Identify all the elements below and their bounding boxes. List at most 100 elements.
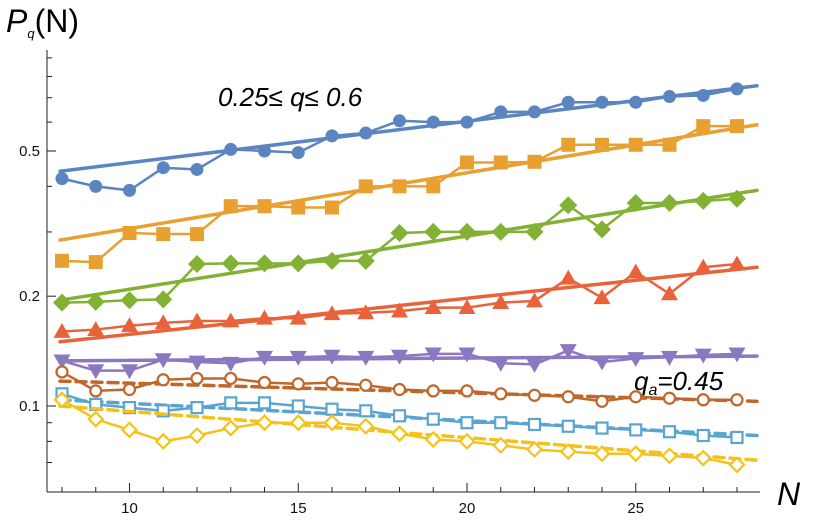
series-1 xyxy=(55,119,759,270)
series-7-point-25 xyxy=(627,445,645,463)
series-7-point-18 xyxy=(390,425,409,443)
series-1-point-25 xyxy=(628,137,643,152)
series-0-point-17 xyxy=(359,126,373,140)
series-4-point-22 xyxy=(526,358,543,373)
series-3-point-20 xyxy=(458,299,476,315)
series-2-point-9 xyxy=(86,292,105,311)
series-7-point-9 xyxy=(87,410,105,428)
series-6-point-22 xyxy=(527,417,542,432)
series-7-point-22 xyxy=(525,440,544,459)
series-3 xyxy=(53,255,759,344)
series-4-point-27 xyxy=(694,348,712,364)
series-7-point-15 xyxy=(289,414,307,432)
series-1-point-13 xyxy=(223,199,238,214)
series-1-point-17 xyxy=(358,179,373,194)
series-1-point-9 xyxy=(88,255,103,270)
series-4-point-9 xyxy=(87,364,105,380)
series-2-fit-line xyxy=(58,188,759,302)
annotation-qa-tail: =0.45 xyxy=(657,366,723,396)
series-2-point-17 xyxy=(356,251,375,270)
series-5-point-11 xyxy=(156,373,170,387)
x-axis-title: N xyxy=(777,476,801,512)
series-1-point-19 xyxy=(426,179,441,194)
series-1-point-8 xyxy=(55,253,69,268)
series-0-point-26 xyxy=(663,90,676,104)
series-4-point-8 xyxy=(53,354,71,370)
series-5-point-23 xyxy=(561,390,575,404)
series-4-point-19 xyxy=(424,347,442,363)
series-5-point-15 xyxy=(291,377,305,391)
series-2-point-22 xyxy=(525,222,544,241)
plot-area xyxy=(53,82,759,474)
series-0-point-22 xyxy=(528,105,541,119)
series-5-point-13 xyxy=(224,371,238,386)
series-6-point-16 xyxy=(325,402,339,416)
series-2-point-23 xyxy=(559,196,578,215)
series-3-point-26 xyxy=(661,285,678,301)
series-7-point-11 xyxy=(154,432,172,450)
series-0-point-25 xyxy=(629,95,643,109)
series-7-point-16 xyxy=(323,414,341,432)
y-tick-label-0.5: 0.5 xyxy=(19,143,40,160)
series-4-point-10 xyxy=(121,364,138,380)
series-7-point-8 xyxy=(53,391,71,409)
series-7-point-24 xyxy=(593,445,611,463)
series-5-point-19 xyxy=(426,384,440,398)
series-5-point-26 xyxy=(662,391,677,405)
series-7-point-23 xyxy=(559,443,577,461)
annotation-qa-sub: a xyxy=(648,382,657,399)
series-0-point-18 xyxy=(393,114,406,128)
series-6-point-26 xyxy=(662,425,677,439)
series-5-point-14 xyxy=(257,375,272,390)
y-axis-title-sub: q xyxy=(27,26,35,41)
series-5-point-21 xyxy=(494,387,508,401)
x-tick-label-15: 15 xyxy=(290,500,307,517)
annotation-qa: qa=0.45 xyxy=(634,366,724,399)
series-3-point-17 xyxy=(357,304,375,320)
series-1-point-11 xyxy=(156,227,171,242)
series-4-point-23 xyxy=(559,344,577,359)
series-0-point-19 xyxy=(426,115,440,129)
series-2-data-line xyxy=(61,197,738,304)
series-3-point-28 xyxy=(728,255,746,271)
series-6-point-11 xyxy=(156,404,170,418)
series-0-point-14 xyxy=(258,144,271,158)
series-1-point-22 xyxy=(527,154,542,169)
series-7-point-21 xyxy=(492,436,510,454)
series-3-point-13 xyxy=(222,312,240,328)
series-1-point-10 xyxy=(122,225,137,240)
series-3-point-24 xyxy=(593,289,611,305)
x-tick-label-20: 20 xyxy=(459,500,476,517)
series-0-point-21 xyxy=(494,105,508,119)
series-2-point-8 xyxy=(53,293,71,312)
series-6-point-27 xyxy=(696,428,710,443)
series-2 xyxy=(53,188,759,312)
series-0-point-9 xyxy=(89,179,103,193)
series-0-point-27 xyxy=(696,88,710,102)
series-6-point-25 xyxy=(629,423,643,437)
series-7-point-13 xyxy=(222,419,240,437)
series-6-point-20 xyxy=(460,416,474,430)
series-7-point-19 xyxy=(424,430,442,448)
series-4-point-24 xyxy=(593,355,611,371)
series-1-point-12 xyxy=(190,227,204,242)
series-3-point-16 xyxy=(323,305,341,321)
series-2-point-11 xyxy=(154,290,173,309)
x-tick-label-10: 10 xyxy=(121,500,138,517)
annotation-q-range: 0.25≤ q≤ 0.6 xyxy=(218,82,363,112)
series-5-point-25 xyxy=(629,390,643,404)
series-0-point-16 xyxy=(325,129,339,143)
series-6-point-23 xyxy=(561,419,575,433)
series-3-point-11 xyxy=(154,314,172,330)
series-3-point-25 xyxy=(627,263,645,279)
series-0-point-10 xyxy=(123,183,136,197)
series-6-point-13 xyxy=(224,396,238,410)
series-3-point-12 xyxy=(188,312,206,328)
series-5-point-22 xyxy=(527,388,542,402)
y-tick-label-0.1: 0.1 xyxy=(19,398,40,415)
series-3-point-14 xyxy=(256,309,273,325)
series-1-point-23 xyxy=(561,137,576,152)
series-0 xyxy=(55,82,759,197)
annotation-qa-main: q xyxy=(634,366,649,396)
